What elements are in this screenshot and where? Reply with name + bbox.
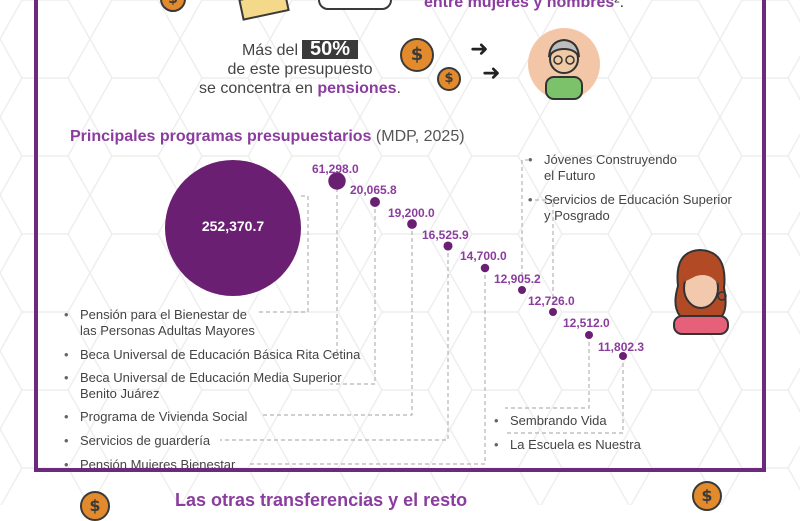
program-label: Sembrando Vida (494, 413, 607, 429)
bubble-mark (518, 286, 526, 294)
connector-line (330, 202, 376, 385)
intro-line2: de este presupuesto (227, 61, 373, 78)
value-label: 61,298.0 (312, 162, 359, 176)
arrow-right-icon: ➜ (470, 36, 489, 61)
intro-line3: se concentra en (199, 80, 313, 97)
frame-right-border (762, 0, 766, 470)
connector-line (330, 181, 338, 355)
bubble-mark (619, 352, 627, 360)
intro-statement: Más del 50% de este presupuesto se concen… (180, 39, 420, 98)
connector-line (250, 268, 486, 465)
intro-highlight: pensiones (317, 80, 397, 97)
value-label: 20,065.8 (350, 183, 397, 197)
bubble-mark (370, 197, 380, 207)
elderly-person-icon (528, 28, 600, 100)
woman-icon (673, 248, 729, 335)
top-heading-fragment: entre mujeres y hombres². (424, 0, 625, 11)
program-label: Servicios de guardería (64, 433, 210, 449)
arrow-right-icon: ➜ (482, 60, 501, 85)
bubble-mark (549, 308, 557, 316)
connector-line (260, 224, 413, 416)
value-label: 19,200.0 (388, 206, 435, 220)
program-label: Programa de Vivienda Social (64, 409, 247, 425)
program-label: Beca Universal de Educación Básica Rita … (64, 347, 360, 363)
connector-line (505, 335, 590, 409)
bubble-chart (165, 159, 627, 465)
value-label: 12,512.0 (563, 316, 610, 330)
coin-icon: $ (437, 67, 461, 91)
value-label: 12,726.0 (528, 294, 575, 308)
value-label: 16,525.9 (422, 228, 469, 242)
main-bubble-value-label: 252,370.7 (201, 218, 265, 234)
chart-title: Principales programas presupuestarios (M… (70, 128, 465, 145)
bubble-mark (443, 241, 453, 251)
coin-icon: $ (400, 38, 434, 72)
connector-line (521, 159, 528, 290)
frame-left-border (34, 0, 38, 470)
connector-line (220, 246, 449, 441)
coin-icon: $ (80, 491, 110, 521)
bubble-mark (165, 160, 301, 296)
frame-bottom-border (34, 468, 766, 472)
footer-text: Las otras transferencias y el resto (175, 490, 468, 510)
bubble-mark (585, 331, 593, 339)
program-label: La Escuela es Nuestra (494, 437, 641, 453)
coin-icon: $ (692, 481, 722, 511)
intro-line1: Más del (241, 42, 298, 59)
bubble-mark (407, 219, 417, 229)
program-label: Beca Universal de Educación Media Superi… (64, 370, 342, 402)
value-label: 14,700.0 (460, 249, 507, 263)
connector-line (258, 195, 309, 313)
bubble-mark (328, 172, 346, 190)
value-label: 12,905.2 (494, 272, 541, 286)
value-label: 11,802.3 (598, 340, 645, 354)
percent-badge: 50% (302, 39, 359, 59)
bubble-mark (480, 263, 490, 273)
connector-line (505, 356, 624, 434)
